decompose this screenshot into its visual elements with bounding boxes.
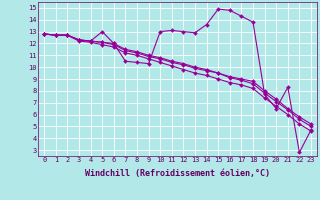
X-axis label: Windchill (Refroidissement éolien,°C): Windchill (Refroidissement éolien,°C) bbox=[85, 169, 270, 178]
